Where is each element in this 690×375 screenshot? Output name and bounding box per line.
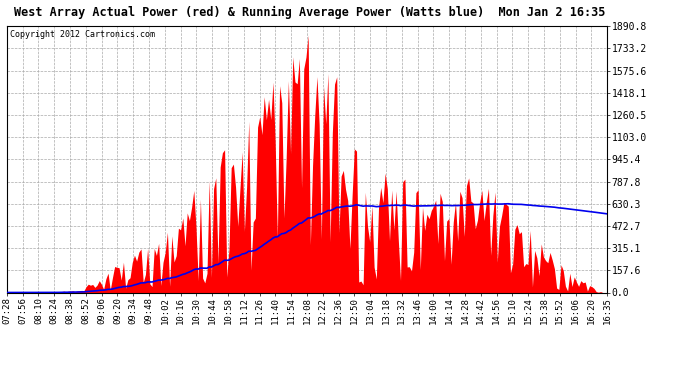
Text: Copyright 2012 Cartronics.com: Copyright 2012 Cartronics.com — [10, 30, 155, 39]
Text: West Array Actual Power (red) & Running Average Power (Watts blue)  Mon Jan 2 16: West Array Actual Power (red) & Running … — [14, 6, 605, 19]
